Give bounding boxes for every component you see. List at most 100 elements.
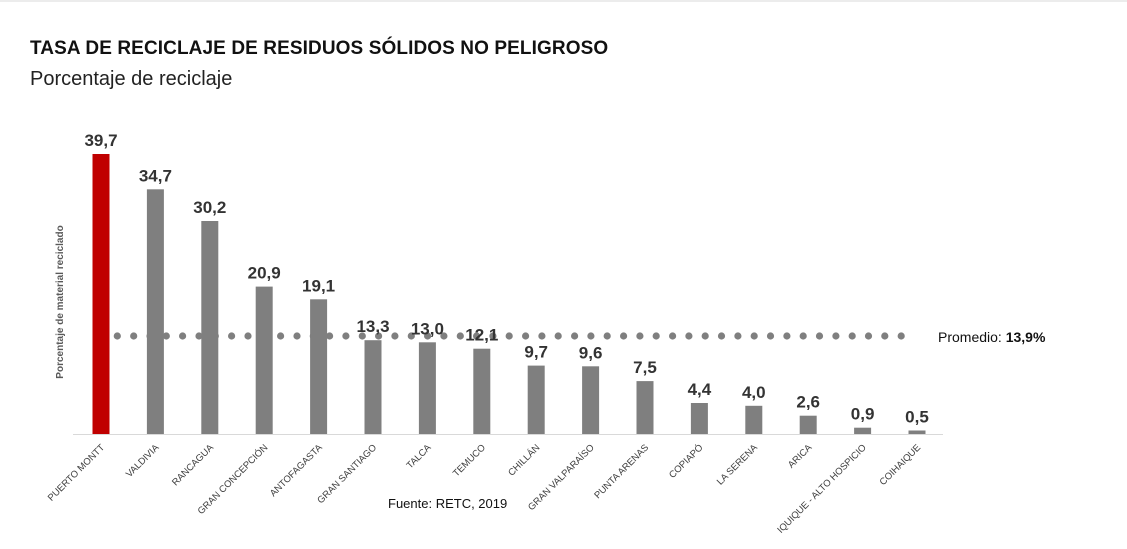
average-dot xyxy=(473,332,481,340)
value-label: 0,9 xyxy=(851,405,875,424)
average-dot xyxy=(669,332,677,340)
category-label: ARICA xyxy=(786,442,815,471)
average-dot xyxy=(162,332,170,340)
category-label: TALCA xyxy=(405,442,434,471)
average-dot xyxy=(195,332,203,340)
bar-arica xyxy=(799,415,817,434)
average-dot xyxy=(832,332,840,340)
value-label: 7,5 xyxy=(633,358,657,377)
value-label: 4,0 xyxy=(742,383,766,402)
bar-iquique-alto-hospicio xyxy=(854,427,872,434)
average-dot xyxy=(717,332,726,340)
average-dot xyxy=(113,332,121,340)
bar-la-serena xyxy=(745,405,763,434)
value-label: 2,6 xyxy=(796,393,820,412)
average-dot xyxy=(424,332,432,340)
average-dot xyxy=(897,332,905,340)
bar-temuco xyxy=(473,348,491,434)
average-dot xyxy=(228,332,236,340)
category-label: ANTOFAGASTA xyxy=(268,442,325,499)
bar-talca xyxy=(418,342,436,434)
bar-puerto-montt xyxy=(92,154,110,434)
category-label: TEMUCO xyxy=(451,442,488,479)
average-dot xyxy=(799,332,807,340)
average-dot xyxy=(701,332,709,340)
category-label: GRAN SANTIAGO xyxy=(315,442,379,506)
value-label: 30,2 xyxy=(193,198,226,217)
average-dot xyxy=(407,332,415,340)
average-dot xyxy=(636,332,644,340)
average-dot xyxy=(766,332,775,340)
average-dot xyxy=(375,332,383,340)
average-dot xyxy=(783,332,791,340)
category-label: VALDIVIA xyxy=(124,442,162,480)
category-label: IQUIQUE - ALTO HOSPICIO xyxy=(775,442,868,535)
average-dot xyxy=(277,332,285,340)
average-dot xyxy=(456,332,464,340)
average-dot xyxy=(244,332,252,340)
category-label: LA SERENA xyxy=(715,442,761,488)
average-dot xyxy=(522,332,530,340)
category-label: RANCAGUA xyxy=(170,442,216,488)
value-label: 9,7 xyxy=(524,343,548,362)
category-label: COPIAPÓ xyxy=(667,442,705,480)
value-label: 0,5 xyxy=(905,408,929,427)
average-dot xyxy=(587,332,595,340)
value-label: 19,1 xyxy=(302,276,335,295)
bar-coihaique xyxy=(908,430,926,434)
y-axis-label: Porcentaje de material reciclado xyxy=(55,225,66,378)
source-note: Fuente: RETC, 2019 xyxy=(388,496,508,511)
value-label: 13,3 xyxy=(356,317,389,336)
average-dot xyxy=(391,332,399,340)
value-label: 9,6 xyxy=(579,343,603,362)
average-dot xyxy=(505,332,513,340)
bar-valdivia xyxy=(146,189,164,434)
average-dot xyxy=(489,332,497,340)
average-dot xyxy=(750,332,758,340)
chart-title: TASA DE RECICLAJE DE RESIDUOS SÓLIDOS NO… xyxy=(30,38,609,59)
bar-rancagua xyxy=(201,221,219,434)
average-line xyxy=(97,332,905,340)
bar-gran-concepci-n xyxy=(255,286,273,434)
average-dot xyxy=(815,332,824,340)
average-label-value: 13,9% xyxy=(1006,329,1046,345)
value-label: 20,9 xyxy=(248,264,281,283)
bar-copiap- xyxy=(690,403,708,434)
average-dot xyxy=(571,332,579,340)
category-label: CHILLÁN xyxy=(506,442,542,478)
average-dot xyxy=(554,332,562,340)
value-label: 12,1 xyxy=(465,326,498,345)
average-dot xyxy=(881,332,889,340)
average-dot xyxy=(130,332,138,340)
average-dot xyxy=(342,332,350,340)
average-dot xyxy=(603,332,611,340)
category-label: COIHAIQUE xyxy=(878,442,923,487)
bars-group xyxy=(92,154,926,434)
average-dot xyxy=(326,332,334,340)
average-dot xyxy=(179,332,187,340)
chart-subtitle: Porcentaje de reciclaje xyxy=(30,68,233,90)
bar-gran-valpara-so xyxy=(582,366,600,434)
average-dot xyxy=(685,332,693,340)
average-dot xyxy=(358,332,366,340)
bar-antofagasta xyxy=(310,299,328,434)
average-label-prefix: Promedio: xyxy=(938,329,1006,345)
top-divider xyxy=(0,0,1127,2)
average-dot xyxy=(440,332,448,340)
value-label: 34,7 xyxy=(139,166,172,185)
average-dot xyxy=(734,332,742,340)
category-label: PUERTO MONTT xyxy=(46,442,107,503)
bar-gran-santiago xyxy=(364,340,382,434)
average-label: Promedio: 13,9% xyxy=(938,329,1046,345)
average-dot xyxy=(652,332,660,340)
average-dot xyxy=(620,332,628,340)
average-dot xyxy=(538,332,546,340)
average-dot xyxy=(864,332,873,340)
value-label: 4,4 xyxy=(688,380,712,399)
average-dot xyxy=(848,332,856,340)
value-label: 13,0 xyxy=(411,319,444,338)
category-label: PUNTA ARENAS xyxy=(592,442,651,501)
bar-punta-arenas xyxy=(636,381,654,434)
